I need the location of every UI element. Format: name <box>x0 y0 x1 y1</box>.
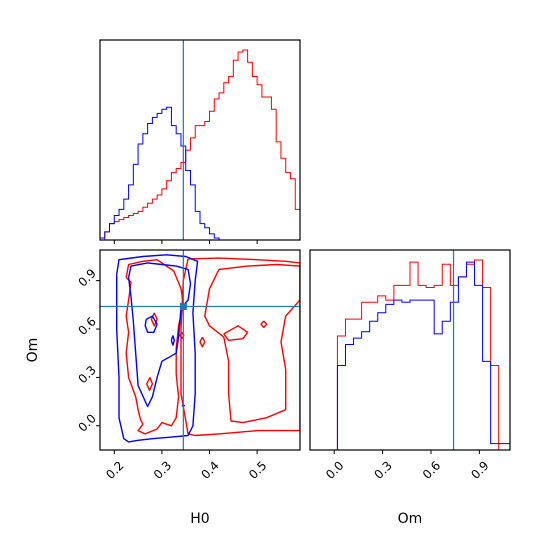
om-axis-label: Om <box>398 511 423 527</box>
h0-histogram-series-red-step <box>100 49 301 241</box>
contour-blue-1 <box>127 262 192 408</box>
contour-group <box>100 250 300 450</box>
h0-histogram-panel <box>99 39 301 244</box>
contour-blue-0 <box>115 254 199 443</box>
contour-red-3 <box>260 320 268 329</box>
h0-axis-label: H0 <box>190 511 209 527</box>
h0-histogram-frame <box>99 39 301 241</box>
om-histogram-marks <box>310 250 511 451</box>
contour-red-4 <box>199 336 206 348</box>
contour-blue-2 <box>144 315 158 333</box>
contour-red-5 <box>125 259 185 435</box>
contour-red-2 <box>223 325 249 341</box>
om-histogram-series-blue-step <box>310 261 511 451</box>
contour-red-1 <box>204 263 300 424</box>
h0-histogram-ticks <box>113 240 258 244</box>
om-histogram-frame <box>309 249 511 451</box>
contour-red-0 <box>180 257 300 437</box>
contour-blue-3 <box>170 335 176 346</box>
contour-red-7 <box>145 377 154 391</box>
om-y-axis-label: Om <box>25 338 41 363</box>
h0-om-contour-frame <box>99 249 301 451</box>
h0-om-contour-marks <box>100 250 300 450</box>
truth-marker <box>179 302 187 310</box>
om-histogram-series-red-step <box>310 259 510 451</box>
